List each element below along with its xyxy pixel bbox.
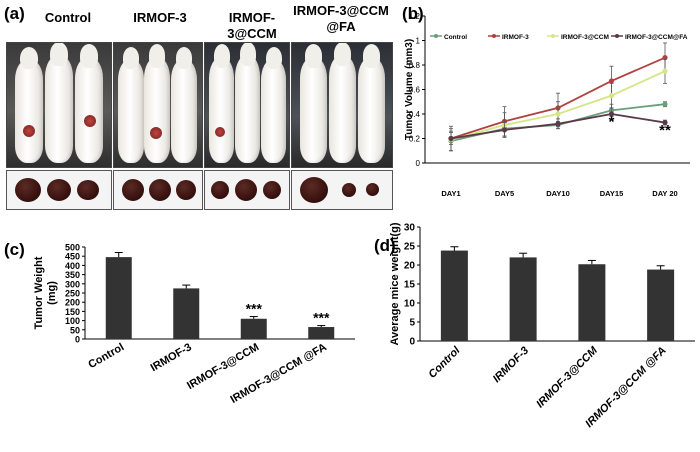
y-tick-label: 25 [404,242,416,253]
bar [105,257,132,339]
y-tick-label: 100 [65,316,80,326]
mouse-image [329,43,356,163]
data-point [608,78,615,84]
data-point [555,111,561,117]
y-tick-label: 20 [404,261,416,272]
y-tick-label: 0.4 [409,110,421,119]
mouse-image [235,43,260,163]
y-tick-label: 400 [65,261,80,271]
y-tick-label: 15 [404,280,416,291]
mouse-image [75,44,103,163]
mice-photo-control [6,42,112,168]
y-tick-label: 0 [409,337,415,348]
mouse-image [300,44,327,163]
tumor-photo-irmof3-ccm [204,170,290,210]
y-tick-label: 200 [65,298,80,308]
y-tick-label: 0 [416,159,421,168]
mouse-image [358,44,385,163]
bar [308,327,335,339]
group-label-irmof3-ccm: IRMOF-3@CCM [227,10,277,41]
y-tick-label: 0.2 [409,135,421,144]
y-tick-label: 5 [409,318,415,329]
y-tick-label: 150 [65,307,80,317]
group-label-irmof3: IRMOF-3 [133,10,187,25]
significance-mark: ** [659,122,671,139]
mouse-image [118,46,144,163]
bar [240,318,267,339]
legend-marker [492,34,496,38]
x-tick-label: DAY10 [546,189,570,198]
mice-photo-irmof3 [113,42,203,168]
significance-mark: * [609,113,615,130]
y-tick-label: 0 [75,335,80,345]
mice-photo-irmof3-ccm-fa [291,42,393,168]
bar [173,288,200,339]
panel-a-label: (a) [4,4,25,23]
legend-marker [615,34,619,38]
x-tick-label: DAY 20 [652,189,677,198]
group-label-irmof3-ccm-fa: IRMOF-3@CCM @FA [293,3,389,34]
y-tick-label: 10 [404,299,416,310]
mouse-image [209,44,234,163]
mouse-image [261,46,286,163]
x-tick-label: DAY1 [441,189,460,198]
legend-marker [434,34,438,38]
panel-d-label: (d) [374,236,396,255]
group-label-control: Control [44,10,92,25]
x-tick-label: Control [426,344,463,381]
y-tick-label: 50 [70,325,80,335]
y-tick-label: 350 [65,270,80,280]
y-tick-label: 1.2 [409,12,421,21]
significance-mark: *** [246,301,263,317]
legend-label: IRMOF-3@CCM [561,34,609,41]
y-tick-label: 0.8 [409,61,421,70]
data-point [608,93,615,99]
x-tick-label: IRMOF-3@CCM [534,344,600,410]
y-tick-label: 300 [65,279,80,289]
legend-label: IRMOF-3 [502,34,529,41]
x-tick-label: IRMOF-3 [491,345,531,385]
data-point [662,68,668,74]
data-point [662,119,668,126]
y-axis-title: (mg) [46,281,58,305]
mouse-image [15,46,43,163]
y-tick-label: 1 [416,37,421,46]
data-point [555,121,561,127]
bar [509,257,537,341]
mice-photo-irmof3-ccm [204,42,290,168]
y-axis-title: Tumor Volume (mm3) [404,39,415,140]
legend-label: IRMOF-3@CCM@FA [625,34,688,41]
data-point [608,111,615,117]
data-point [501,127,508,133]
y-axis-title: Average mice weight(g) [389,222,401,345]
significance-mark: *** [313,310,330,326]
bar [440,250,468,341]
x-tick-label: DAY5 [495,189,514,198]
bar [578,264,606,341]
legend-label: Control [444,34,467,41]
y-tick-label: 0.6 [409,86,421,95]
legend-marker [551,34,555,38]
mouse-image [171,46,197,163]
mouse-image [144,44,170,163]
y-axis-title: Tumor Weight [33,256,45,329]
y-tick-label: 500 [65,243,80,253]
mouse-image [45,43,73,163]
tumor-photo-irmof3 [113,170,203,210]
y-tick-label: 450 [65,252,80,262]
data-point [448,135,454,142]
panel-b-label: (b) [402,4,424,23]
x-tick-label: IRMOF-3@CCM @FA [583,345,668,430]
tumor-photo-control [6,170,112,210]
data-point [662,101,668,107]
x-tick-label: DAY15 [600,189,624,198]
panel-c-label: (c) [4,240,25,259]
tumor-photo-irmof3-ccm-fa [291,170,393,210]
bar [647,269,675,341]
y-tick-label: 30 [404,223,416,234]
y-tick-label: 250 [65,289,80,299]
